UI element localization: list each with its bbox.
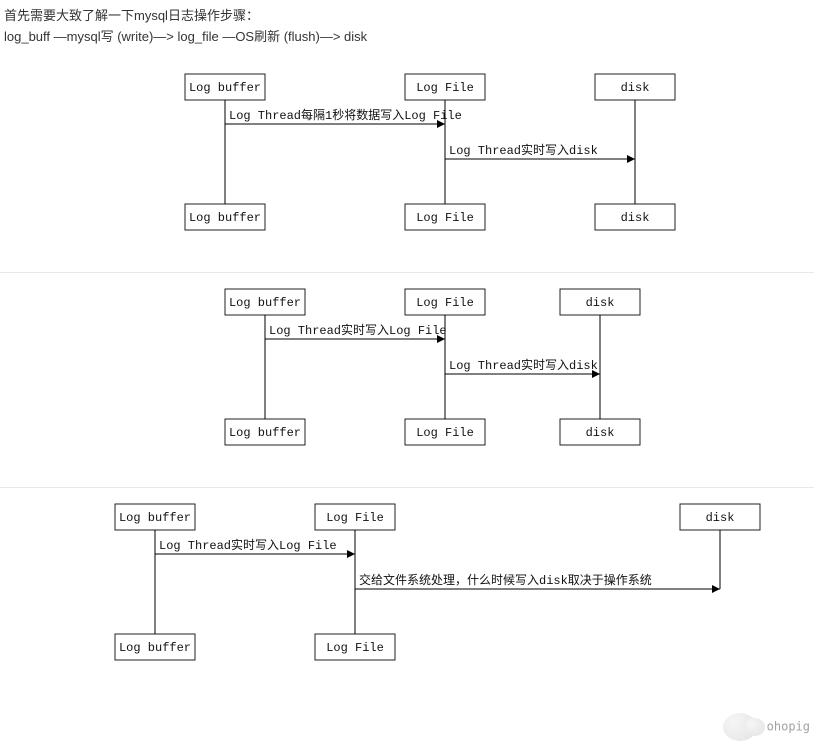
watermark: ohopig	[723, 713, 810, 741]
diagrams-container: Log buffer Log File disk Log buffer Log File…	[0, 58, 814, 702]
arrow-file-to-disk: 交给文件系统处理，什么时候写入disk取决于操作系统	[355, 572, 720, 593]
arrow-buffer-to-file: Log Thread实时写入Log File	[265, 322, 447, 343]
svg-text:disk: disk	[586, 426, 615, 440]
diagram-svg: Log buffer Log File disk Log buffer Log File…	[0, 494, 814, 674]
node-log-buffer-top: Log buffer	[185, 74, 265, 100]
svg-text:disk: disk	[621, 211, 650, 225]
node-log-buffer-top: Log buffer	[115, 504, 195, 530]
intro-line2: log_buff —mysql写 (write)—> log_file —OS刷…	[4, 27, 810, 48]
diagram-svg: Log buffer Log File disk Log buffer Log File…	[0, 279, 814, 459]
svg-text:Log buffer: Log buffer	[229, 426, 301, 440]
svg-text:Log Thread实时写入Log File: Log Thread实时写入Log File	[269, 322, 447, 338]
node-log-file-bot: Log File	[405, 419, 485, 445]
arrow-buffer-to-file: Log Thread每隔1秒将数据写入Log File	[225, 107, 462, 128]
node-log-buffer-bot: Log buffer	[115, 634, 195, 660]
node-disk-bot: disk	[560, 419, 640, 445]
node-disk-top: disk	[560, 289, 640, 315]
node-disk-top: disk	[680, 504, 760, 530]
node-log-file-top: Log File	[405, 289, 485, 315]
node-log-file-top: Log File	[405, 74, 485, 100]
node-log-buffer-bot: Log buffer	[225, 419, 305, 445]
node-log-buffer-bot: Log buffer	[185, 204, 265, 230]
arrow-buffer-to-file: Log Thread实时写入Log File	[155, 537, 355, 558]
svg-text:Log buffer: Log buffer	[189, 211, 261, 225]
svg-text:Log Thread实时写入Log File: Log Thread实时写入Log File	[159, 537, 337, 553]
node-disk-bot: disk	[595, 204, 675, 230]
arrow-file-to-disk: Log Thread实时写入disk	[445, 142, 635, 163]
diagram-d2: Log buffer Log File disk Log buffer Log File…	[0, 273, 814, 488]
node-disk-top: disk	[595, 74, 675, 100]
diagram-d3: Log buffer Log File disk Log buffer Log File…	[0, 488, 814, 702]
svg-text:disk: disk	[706, 511, 735, 525]
svg-text:Log File: Log File	[416, 296, 474, 310]
node-log-file-bot: Log File	[405, 204, 485, 230]
svg-text:Log File: Log File	[416, 211, 474, 225]
intro-line1: 首先需要大致了解一下mysql日志操作步骤：	[4, 6, 810, 27]
svg-text:Log File: Log File	[326, 511, 384, 525]
svg-text:disk: disk	[586, 296, 615, 310]
svg-text:Log Thread每隔1秒将数据写入Log File: Log Thread每隔1秒将数据写入Log File	[229, 107, 462, 123]
svg-text:Log File: Log File	[326, 641, 384, 655]
watermark-text: ohopig	[767, 720, 810, 734]
svg-text:Log buffer: Log buffer	[229, 296, 301, 310]
arrow-file-to-disk: Log Thread实时写入disk	[445, 357, 600, 378]
node-log-file-top: Log File	[315, 504, 395, 530]
svg-text:Log File: Log File	[416, 426, 474, 440]
svg-text:Log Thread实时写入disk: Log Thread实时写入disk	[449, 142, 598, 158]
svg-text:Log Thread实时写入disk: Log Thread实时写入disk	[449, 357, 598, 373]
diagram-svg: Log buffer Log File disk Log buffer Log File…	[0, 64, 814, 244]
intro-text: 首先需要大致了解一下mysql日志操作步骤： log_buff —mysql写 …	[0, 0, 814, 58]
svg-text:Log buffer: Log buffer	[189, 81, 261, 95]
diagram-d1: Log buffer Log File disk Log buffer Log File…	[0, 58, 814, 273]
svg-text:交给文件系统处理，什么时候写入disk取决于操作系统: 交给文件系统处理，什么时候写入disk取决于操作系统	[359, 572, 652, 588]
svg-text:Log buffer: Log buffer	[119, 641, 191, 655]
node-log-buffer-top: Log buffer	[225, 289, 305, 315]
svg-text:Log File: Log File	[416, 81, 474, 95]
node-log-file-bot: Log File	[315, 634, 395, 660]
svg-text:Log buffer: Log buffer	[119, 511, 191, 525]
svg-text:disk: disk	[621, 81, 650, 95]
